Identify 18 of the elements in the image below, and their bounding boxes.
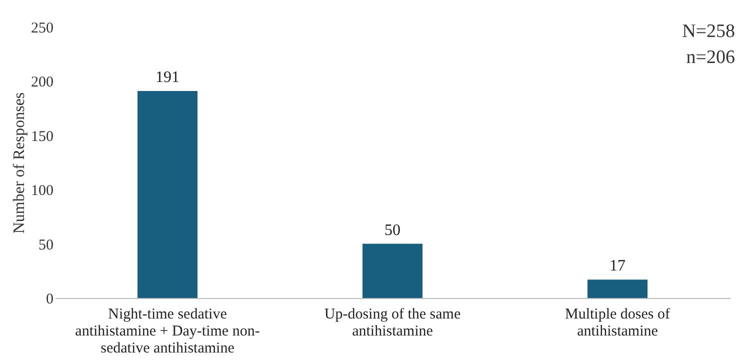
x-tick-label: Night-time sedative antihistamine + Day-time non-sedative antihistamine [75, 306, 260, 356]
data-label: 50 [384, 222, 400, 239]
y-tick-label: 200 [31, 74, 54, 91]
y-tick-label: 150 [31, 128, 54, 145]
x-tick-label: Up-dosing of the same antihistamine [324, 306, 461, 340]
y-tick-label: 100 [31, 183, 54, 200]
y-tick-label: 0 [46, 292, 54, 308]
bar [362, 244, 422, 298]
annotation: N=258 [682, 21, 735, 42]
data-label: 191 [156, 68, 180, 86]
y-tick-label: 250 [31, 20, 54, 36]
x-tick-label: Multiple doses of antihistamine [565, 306, 670, 340]
annotation: n=206 [686, 47, 735, 68]
y-tick-label: 50 [38, 237, 54, 254]
bar [138, 90, 198, 298]
bar [588, 280, 648, 298]
data-label: 17 [610, 258, 626, 275]
y-axis-title: Number of Responses [11, 92, 28, 234]
